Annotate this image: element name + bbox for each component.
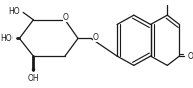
Text: OH: OH bbox=[28, 74, 39, 83]
Text: O: O bbox=[93, 33, 99, 42]
Text: HO: HO bbox=[1, 34, 13, 43]
Text: O: O bbox=[63, 12, 69, 22]
Text: O: O bbox=[188, 52, 193, 61]
Text: HO: HO bbox=[8, 7, 19, 16]
Text: HO: HO bbox=[0, 34, 12, 43]
